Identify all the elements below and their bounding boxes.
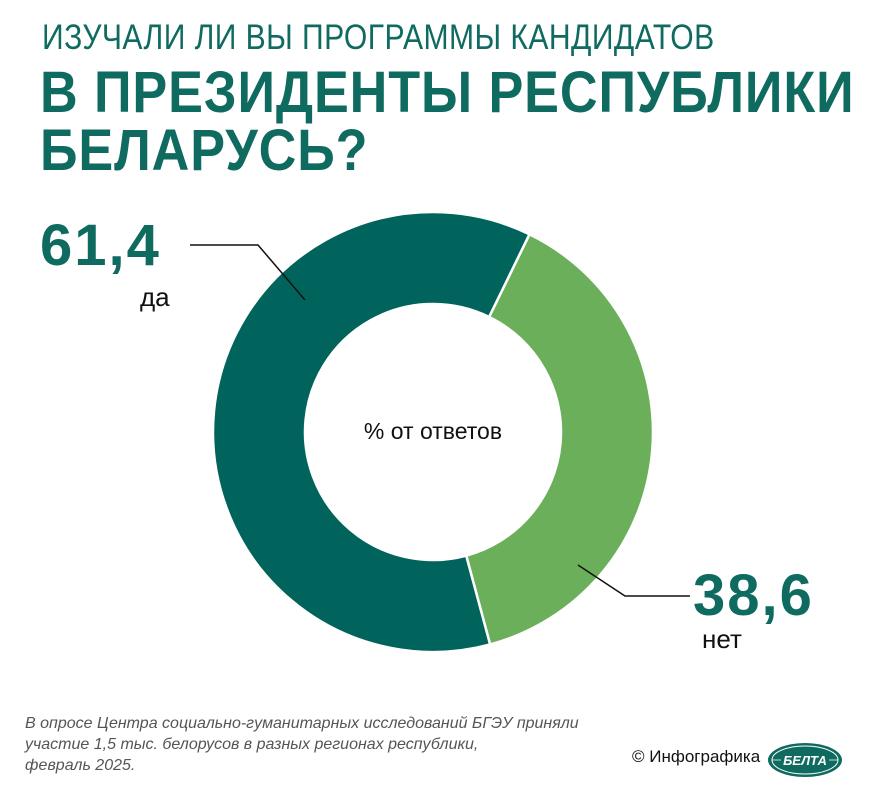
belta-logo: БЕЛТА — [768, 743, 842, 777]
category-label-yes: да — [140, 282, 170, 312]
center-label: % от ответов — [363, 418, 503, 444]
credit: © Инфографика — [632, 747, 761, 766]
value-label-no: 38,6 — [693, 563, 814, 628]
category-label-no: нет — [702, 624, 742, 654]
footnote-line: В опросе Центра социально-гуманитарных и… — [25, 715, 579, 732]
donut-slice-yes — [211, 210, 532, 654]
footnote-line: февраль 2025. — [25, 757, 136, 774]
footnote: В опросе Центра социально-гуманитарных и… — [25, 713, 579, 776]
leader-line-yes — [190, 244, 306, 301]
title-line-2: В ПРЕЗИДЕНТЫ РЕСПУБЛИКИ — [40, 60, 855, 125]
svg-text:БЕЛТА: БЕЛТА — [783, 753, 827, 768]
footnote-line: участие 1,5 тыс. белорусов в разных реги… — [25, 736, 479, 753]
donut-slice-no — [464, 232, 655, 646]
title-line-1: ИЗУЧАЛИ ЛИ ВЫ ПРОГРАММЫ КАНДИДАТОВ — [42, 18, 715, 57]
leader-line-no — [577, 564, 690, 597]
title-line-3: БЕЛАРУСЬ? — [40, 118, 369, 183]
value-label-yes: 61,4 — [40, 213, 161, 278]
